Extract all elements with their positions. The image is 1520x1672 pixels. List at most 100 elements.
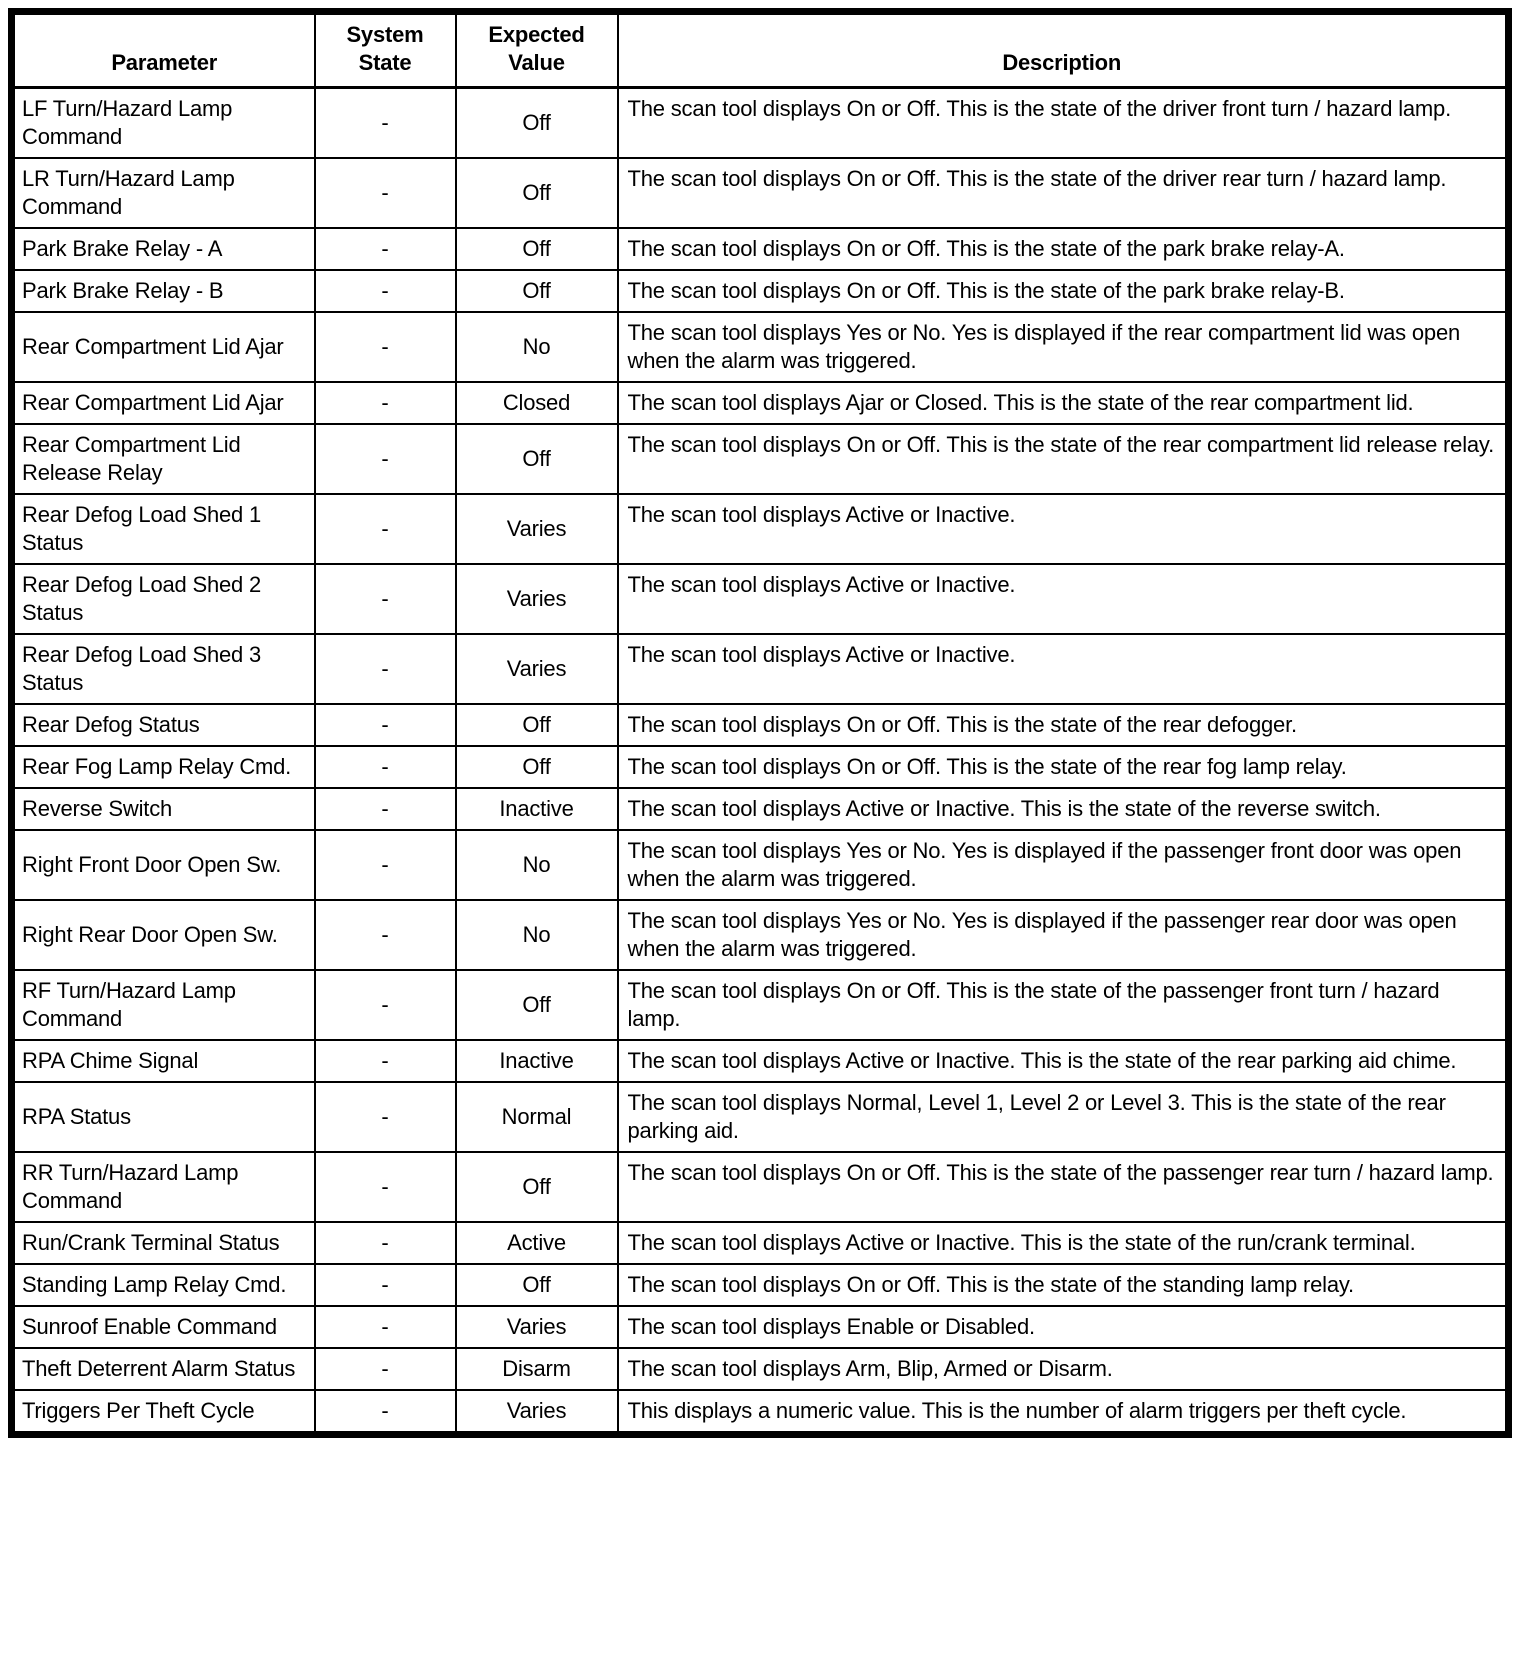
system-state-cell: -	[313, 269, 457, 313]
description-cell: The scan tool displays Active or Inactiv…	[616, 1039, 1510, 1083]
system-state-cell: -	[313, 381, 457, 425]
table-row: LF Turn/Hazard Lamp Command - Off The sc…	[10, 86, 1510, 159]
expected-value-cell: Varies	[454, 633, 619, 705]
parameter-cell: Rear Defog Status	[10, 703, 316, 747]
description-cell: The scan tool displays On or Off. This i…	[616, 969, 1510, 1041]
description-cell: The scan tool displays On or Off. This i…	[616, 86, 1510, 159]
parameter-cell: Right Rear Door Open Sw.	[10, 899, 316, 971]
system-state-cell: -	[313, 1081, 457, 1153]
description-cell: The scan tool displays Active or Inactiv…	[616, 493, 1510, 565]
expected-value-cell: No	[454, 829, 619, 901]
system-state-cell: -	[313, 157, 457, 229]
table-row: Rear Defog Load Shed 1 Status - Varies T…	[10, 493, 1510, 565]
parameter-cell: Triggers Per Theft Cycle	[10, 1389, 316, 1436]
table-body: LF Turn/Hazard Lamp Command - Off The sc…	[10, 86, 1510, 1436]
table-row: LR Turn/Hazard Lamp Command - Off The sc…	[10, 157, 1510, 229]
description-cell: The scan tool displays Active or Inactiv…	[616, 787, 1510, 831]
expected-value-cell: Off	[454, 703, 619, 747]
scan-tool-data-table: Parameter System State Expected Value De…	[8, 8, 1512, 1438]
table-row: RR Turn/Hazard Lamp Command - Off The sc…	[10, 1151, 1510, 1223]
expected-value-cell: Varies	[454, 563, 619, 635]
table-row: Park Brake Relay - A - Off The scan tool…	[10, 227, 1510, 271]
column-header-parameter: Parameter	[10, 10, 316, 89]
system-state-cell: -	[313, 1347, 457, 1391]
table-row: Theft Deterrent Alarm Status - Disarm Th…	[10, 1347, 1510, 1391]
system-state-cell: -	[313, 703, 457, 747]
system-state-cell: -	[313, 227, 457, 271]
description-cell: The scan tool displays On or Off. This i…	[616, 1263, 1510, 1307]
description-cell: The scan tool displays On or Off. This i…	[616, 157, 1510, 229]
system-state-cell: -	[313, 829, 457, 901]
table-row: Rear Defog Load Shed 3 Status - Varies T…	[10, 633, 1510, 705]
expected-value-cell: Inactive	[454, 1039, 619, 1083]
expected-value-cell: Off	[454, 86, 619, 159]
table-row: Rear Defog Load Shed 2 Status - Varies T…	[10, 563, 1510, 635]
parameter-cell: Rear Compartment Lid Ajar	[10, 311, 316, 383]
system-state-cell: -	[313, 563, 457, 635]
expected-value-cell: Off	[454, 423, 619, 495]
parameter-cell: Reverse Switch	[10, 787, 316, 831]
description-cell: The scan tool displays On or Off. This i…	[616, 227, 1510, 271]
description-cell: The scan tool displays Yes or No. Yes is…	[616, 899, 1510, 971]
system-state-cell: -	[313, 423, 457, 495]
system-state-cell: -	[313, 899, 457, 971]
parameter-cell: LF Turn/Hazard Lamp Command	[10, 86, 316, 159]
description-cell: The scan tool displays On or Off. This i…	[616, 1151, 1510, 1223]
parameter-cell: Right Front Door Open Sw.	[10, 829, 316, 901]
description-cell: The scan tool displays Active or Inactiv…	[616, 633, 1510, 705]
parameter-cell: RPA Status	[10, 1081, 316, 1153]
description-cell: The scan tool displays Normal, Level 1, …	[616, 1081, 1510, 1153]
expected-value-cell: Off	[454, 1151, 619, 1223]
system-state-cell: -	[313, 86, 457, 159]
parameter-cell: Sunroof Enable Command	[10, 1305, 316, 1349]
expected-value-cell: Inactive	[454, 787, 619, 831]
table-row: RPA Status - Normal The scan tool displa…	[10, 1081, 1510, 1153]
parameter-cell: Run/Crank Terminal Status	[10, 1221, 316, 1265]
header-row: Parameter System State Expected Value De…	[10, 10, 1510, 89]
table-row: Standing Lamp Relay Cmd. - Off The scan …	[10, 1263, 1510, 1307]
system-state-cell: -	[313, 311, 457, 383]
description-cell: This displays a numeric value. This is t…	[616, 1389, 1510, 1436]
expected-value-cell: Active	[454, 1221, 619, 1265]
table-row: Right Front Door Open Sw. - No The scan …	[10, 829, 1510, 901]
parameter-cell: Park Brake Relay - B	[10, 269, 316, 313]
parameter-cell: Theft Deterrent Alarm Status	[10, 1347, 316, 1391]
description-cell: The scan tool displays Yes or No. Yes is…	[616, 311, 1510, 383]
table-row: Rear Fog Lamp Relay Cmd. - Off The scan …	[10, 745, 1510, 789]
table-row: Triggers Per Theft Cycle - Varies This d…	[10, 1389, 1510, 1436]
table-row: Park Brake Relay - B - Off The scan tool…	[10, 269, 1510, 313]
description-cell: The scan tool displays On or Off. This i…	[616, 703, 1510, 747]
system-state-cell: -	[313, 1151, 457, 1223]
column-header-description: Description	[616, 10, 1510, 89]
table-row: Sunroof Enable Command - Varies The scan…	[10, 1305, 1510, 1349]
expected-value-cell: Disarm	[454, 1347, 619, 1391]
system-state-cell: -	[313, 1263, 457, 1307]
system-state-cell: -	[313, 633, 457, 705]
parameter-cell: Rear Fog Lamp Relay Cmd.	[10, 745, 316, 789]
expected-value-cell: Closed	[454, 381, 619, 425]
table-row: Rear Compartment Lid Ajar - Closed The s…	[10, 381, 1510, 425]
description-cell: The scan tool displays Active or Inactiv…	[616, 563, 1510, 635]
column-header-system-state: System State	[313, 10, 457, 89]
expected-value-cell: Off	[454, 269, 619, 313]
table-row: Rear Defog Status - Off The scan tool di…	[10, 703, 1510, 747]
parameter-cell: RR Turn/Hazard Lamp Command	[10, 1151, 316, 1223]
parameter-cell: RPA Chime Signal	[10, 1039, 316, 1083]
description-cell: The scan tool displays Arm, Blip, Armed …	[616, 1347, 1510, 1391]
expected-value-cell: Normal	[454, 1081, 619, 1153]
system-state-cell: -	[313, 1389, 457, 1436]
system-state-cell: -	[313, 1221, 457, 1265]
table-row: RF Turn/Hazard Lamp Command - Off The sc…	[10, 969, 1510, 1041]
expected-value-cell: Off	[454, 745, 619, 789]
table-row: Rear Compartment Lid Release Relay - Off…	[10, 423, 1510, 495]
expected-value-cell: Off	[454, 157, 619, 229]
expected-value-cell: Varies	[454, 1389, 619, 1436]
expected-value-cell: Off	[454, 1263, 619, 1307]
description-cell: The scan tool displays On or Off. This i…	[616, 745, 1510, 789]
description-cell: The scan tool displays Ajar or Closed. T…	[616, 381, 1510, 425]
table-row: Right Rear Door Open Sw. - No The scan t…	[10, 899, 1510, 971]
description-cell: The scan tool displays Active or Inactiv…	[616, 1221, 1510, 1265]
parameter-cell: Standing Lamp Relay Cmd.	[10, 1263, 316, 1307]
parameter-cell: Rear Compartment Lid Ajar	[10, 381, 316, 425]
